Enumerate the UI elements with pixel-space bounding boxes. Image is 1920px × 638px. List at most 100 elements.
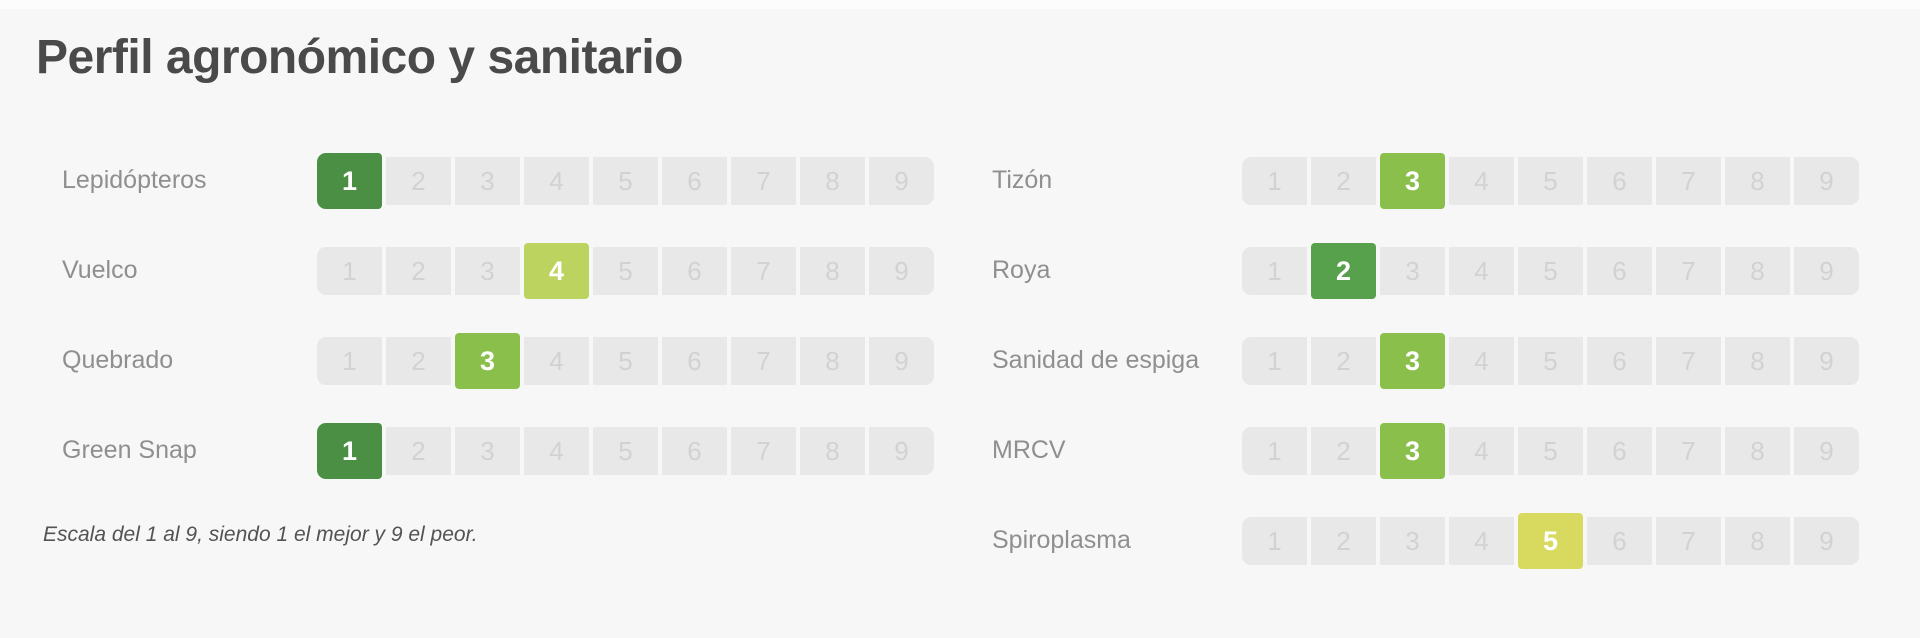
rating-cell: 6 — [1587, 427, 1652, 475]
rating-cell: 6 — [1587, 247, 1652, 295]
rating-row: MRCV 1 2 3 4 5 6 7 8 9 — [992, 423, 1859, 479]
rating-cell: 9 — [869, 337, 934, 385]
rating-cell: 8 — [800, 427, 865, 475]
rating-row: Sanidad de espiga 1 2 3 4 5 6 7 8 9 — [992, 333, 1859, 389]
rating-cell-selected: 2 — [1311, 243, 1376, 299]
trait-label: Lepidópteros — [62, 166, 207, 195]
rating-cell: 6 — [662, 247, 727, 295]
rating-cell: 4 — [1449, 247, 1514, 295]
rating-cell: 3 — [455, 247, 520, 295]
rating-cell: 5 — [1518, 247, 1583, 295]
rating-cell: 2 — [386, 247, 451, 295]
rating-cell: 1 — [317, 247, 382, 295]
rating-cell: 8 — [800, 247, 865, 295]
rating-cell: 4 — [1449, 517, 1514, 565]
rating-cell: 7 — [731, 247, 796, 295]
rating-cell: 7 — [1656, 157, 1721, 205]
rating-row: Green Snap 1 2 3 4 5 6 7 8 9 — [62, 423, 934, 479]
rating-cell: 4 — [524, 157, 589, 205]
rating-cell: 6 — [662, 157, 727, 205]
trait-label: MRCV — [992, 436, 1066, 465]
rating-cell: 2 — [1311, 427, 1376, 475]
rating-cell: 5 — [593, 157, 658, 205]
rating-cell: 9 — [1794, 247, 1859, 295]
rating-cell: 4 — [524, 427, 589, 475]
rating-cell-selected: 3 — [1380, 423, 1445, 479]
rating-cell: 3 — [1380, 247, 1445, 295]
rating-cell-selected: 3 — [1380, 153, 1445, 209]
rating-row: Lepidópteros 1 2 3 4 5 6 7 8 9 — [62, 153, 934, 209]
rating-cell-selected: 1 — [317, 153, 382, 209]
rating-columns: Lepidópteros 1 2 3 4 5 6 7 8 9 Vuelco 1 2 3 4 5 6 7 8 9 Queb… — [62, 153, 1859, 603]
rating-cell: 6 — [662, 427, 727, 475]
rating-cell: 4 — [1449, 427, 1514, 475]
rating-cell: 9 — [1794, 337, 1859, 385]
rating-cell: 2 — [1311, 337, 1376, 385]
rating-cell: 1 — [1242, 517, 1307, 565]
rating-cell-selected: 3 — [455, 333, 520, 389]
rating-cell-selected: 5 — [1518, 513, 1583, 569]
rating-cell: 5 — [1518, 427, 1583, 475]
rating-cell: 7 — [731, 337, 796, 385]
rating-cell: 2 — [1311, 157, 1376, 205]
rating-cell: 1 — [1242, 427, 1307, 475]
rating-cell: 8 — [1725, 247, 1790, 295]
scale-footnote: Escala del 1 al 9, siendo 1 el mejor y 9… — [43, 523, 478, 546]
trait-label: Spiroplasma — [992, 526, 1131, 555]
rating-cell: 1 — [1242, 157, 1307, 205]
rating-cell: 9 — [869, 157, 934, 205]
rating-cell: 3 — [455, 427, 520, 475]
rating-cell: 8 — [1725, 337, 1790, 385]
rating-cell: 3 — [1380, 517, 1445, 565]
top-section-divider — [0, 0, 1920, 9]
rating-cell: 1 — [1242, 247, 1307, 295]
rating-cell-selected: 4 — [524, 243, 589, 299]
rating-cell: 5 — [593, 427, 658, 475]
rating-cell: 7 — [1656, 337, 1721, 385]
rating-row: Spiroplasma 1 2 3 4 5 6 7 8 9 — [992, 513, 1859, 569]
rating-cell: 2 — [386, 427, 451, 475]
trait-label: Vuelco — [62, 256, 138, 285]
rating-cell: 2 — [1311, 517, 1376, 565]
rating-cell: 2 — [386, 157, 451, 205]
rating-cell: 7 — [1656, 247, 1721, 295]
rating-cell: 5 — [593, 247, 658, 295]
rating-cell: 8 — [1725, 427, 1790, 475]
rating-cell: 9 — [1794, 517, 1859, 565]
rating-cell: 1 — [1242, 337, 1307, 385]
page-title: Perfil agronómico y sanitario — [36, 31, 684, 84]
rating-column-2: Tizón 1 2 3 4 5 6 7 8 9 Roya 1 2 3 4 5 6 7 8 9 Sanidad de es… — [992, 153, 1859, 603]
rating-cell-selected: 1 — [317, 423, 382, 479]
rating-cell: 7 — [731, 157, 796, 205]
trait-label: Green Snap — [62, 436, 197, 465]
rating-cell: 9 — [869, 427, 934, 475]
rating-cell: 8 — [800, 157, 865, 205]
rating-cell: 6 — [662, 337, 727, 385]
trait-label: Sanidad de espiga — [992, 346, 1200, 375]
rating-cell: 6 — [1587, 337, 1652, 385]
rating-row: Tizón 1 2 3 4 5 6 7 8 9 — [992, 153, 1859, 209]
rating-cell: 1 — [317, 337, 382, 385]
rating-cell: 8 — [1725, 517, 1790, 565]
rating-cell: 5 — [1518, 157, 1583, 205]
rating-column-1: Lepidópteros 1 2 3 4 5 6 7 8 9 Vuelco 1 2 3 4 5 6 7 8 9 Queb… — [62, 153, 934, 513]
rating-cell: 4 — [1449, 157, 1514, 205]
rating-cell: 7 — [731, 427, 796, 475]
rating-cell: 2 — [386, 337, 451, 385]
trait-label: Roya — [992, 256, 1051, 285]
rating-cell: 9 — [1794, 157, 1859, 205]
rating-cell: 8 — [1725, 157, 1790, 205]
rating-cell: 3 — [455, 157, 520, 205]
rating-row: Vuelco 1 2 3 4 5 6 7 8 9 — [62, 243, 934, 299]
trait-label: Tizón — [992, 166, 1053, 195]
rating-cell: 9 — [1794, 427, 1859, 475]
rating-row: Quebrado 1 2 3 4 5 6 7 8 9 — [62, 333, 934, 389]
